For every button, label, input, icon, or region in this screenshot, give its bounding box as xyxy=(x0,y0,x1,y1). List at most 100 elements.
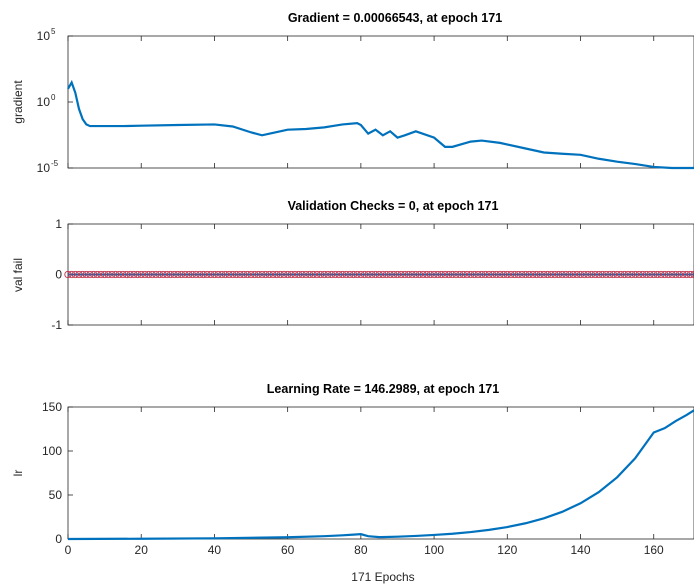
val-fail-point xyxy=(657,270,665,279)
val-fail-point xyxy=(679,270,687,279)
val-fail-point xyxy=(240,270,248,279)
lr-panel: Learning Rate = 146.2989, at epoch 171 0… xyxy=(11,382,694,584)
val-fail-point xyxy=(562,270,570,279)
val-fail-point xyxy=(196,270,204,279)
val-fail-ytick-label: 1 xyxy=(55,217,62,231)
val-fail-point xyxy=(642,270,651,279)
val-fail-point xyxy=(218,270,226,279)
val-fail-point xyxy=(170,270,178,279)
val-fail-point xyxy=(375,270,383,279)
val-fail-point xyxy=(327,270,336,279)
val-fail-point xyxy=(269,270,277,279)
val-fail-point xyxy=(320,270,328,279)
val-fail-point xyxy=(163,270,171,279)
val-fail-point xyxy=(598,270,607,279)
lr-xtick-label: 20 xyxy=(135,543,149,557)
val-fail-point xyxy=(496,270,504,279)
val-fail-point xyxy=(382,270,391,279)
val-fail-point xyxy=(408,270,416,279)
val-fail-point xyxy=(584,270,592,279)
val-fail-point xyxy=(273,270,281,279)
val-fail-point xyxy=(229,270,237,279)
val-fail-point xyxy=(126,270,134,279)
val-fail-point xyxy=(510,270,519,279)
val-fail-point xyxy=(532,270,541,279)
val-fail-point xyxy=(661,270,669,279)
val-fail-point xyxy=(397,270,405,279)
val-fail-point xyxy=(353,270,361,279)
val-fail-point xyxy=(283,270,292,279)
val-fail-point xyxy=(335,270,343,279)
lr-axes-box xyxy=(67,406,694,540)
gradient-ylabel: gradient xyxy=(11,80,25,124)
gradient-series-line xyxy=(67,79,694,170)
lr-xtick-label: 0 xyxy=(65,543,72,557)
val-fail-point xyxy=(111,270,120,279)
val-fail-point xyxy=(71,270,79,279)
val-fail-point xyxy=(287,270,295,279)
gradient-title: Gradient = 0.00066543, at epoch 171 xyxy=(288,11,502,25)
val-fail-point xyxy=(181,270,189,279)
val-fail-point xyxy=(683,270,691,279)
val-fail-point xyxy=(258,270,266,279)
val-fail-point xyxy=(243,270,252,279)
val-fail-point xyxy=(437,270,446,279)
lr-xlabel: 171 Epochs xyxy=(351,570,414,584)
gradient-ytick-exponent: 5 xyxy=(51,27,56,36)
val-fail-point xyxy=(672,270,680,279)
val-fail-point xyxy=(305,270,314,279)
lr-xtick-label: 140 xyxy=(570,543,590,557)
val-fail-point xyxy=(507,270,515,279)
val-fail-point xyxy=(148,270,156,279)
val-fail-point xyxy=(415,270,424,279)
val-fail-point xyxy=(262,270,270,279)
val-fail-point xyxy=(609,270,618,279)
lr-xtick-label: 160 xyxy=(644,543,664,557)
val-fail-point xyxy=(426,270,435,279)
val-fail-point xyxy=(536,270,544,279)
val-fail-point xyxy=(294,270,303,279)
val-fail-point xyxy=(214,270,222,279)
val-fail-point xyxy=(653,270,662,279)
val-fail-point xyxy=(221,270,230,279)
val-fail-point xyxy=(379,270,387,279)
val-fail-point xyxy=(602,270,610,279)
val-fail-point xyxy=(624,270,632,279)
lr-xtick-label: 80 xyxy=(354,543,368,557)
val-fail-point xyxy=(342,270,350,279)
val-fail-point xyxy=(130,270,138,279)
val-fail-point xyxy=(371,270,380,279)
val-fail-point xyxy=(441,270,449,279)
val-fail-point xyxy=(108,270,116,279)
val-fail-point xyxy=(141,270,149,279)
val-fail-point xyxy=(650,270,658,279)
val-fail-point xyxy=(192,270,200,279)
val-fail-point xyxy=(459,270,468,279)
val-fail-point xyxy=(393,270,402,279)
val-fail-point xyxy=(499,270,508,279)
val-fail-point xyxy=(445,270,453,279)
val-fail-point xyxy=(503,270,511,279)
val-fail-point xyxy=(448,270,457,279)
val-fail-point xyxy=(551,270,559,279)
val-fail-point xyxy=(456,270,464,279)
val-fail-point xyxy=(565,270,574,279)
val-fail-point xyxy=(481,270,489,279)
lr-ylabel: lr xyxy=(11,470,25,477)
gradient-axes-box xyxy=(67,35,694,169)
val-fail-point xyxy=(302,270,310,279)
val-fail-point xyxy=(291,270,299,279)
val-fail-point xyxy=(119,270,127,279)
val-fail-point xyxy=(203,270,211,279)
val-fail-point xyxy=(177,270,186,279)
val-fail-point xyxy=(631,270,640,279)
val-fail-point xyxy=(404,270,413,279)
gradient-ytick-label: 10 xyxy=(37,29,51,43)
val-fail-point xyxy=(254,270,263,279)
val-fail-point xyxy=(166,270,175,279)
val-fail-panel: Validation Checks = 0, at epoch 171 -1 0 1… xyxy=(11,199,694,332)
val-fail-title: Validation Checks = 0, at epoch 171 xyxy=(288,199,499,213)
val-fail-point xyxy=(434,270,442,279)
val-fail-point xyxy=(174,270,182,279)
